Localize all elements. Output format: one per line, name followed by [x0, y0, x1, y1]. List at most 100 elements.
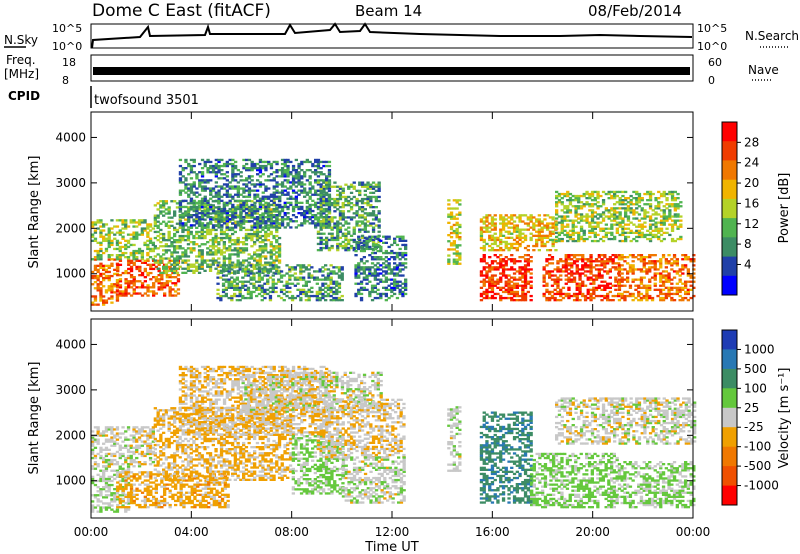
power-cell — [208, 245, 213, 248]
power-cell — [373, 237, 377, 240]
power-cell — [173, 261, 177, 264]
power-cell — [181, 228, 185, 232]
power-cell — [140, 231, 144, 234]
power-cell — [642, 266, 646, 269]
power-cell — [135, 286, 139, 289]
power-cell — [269, 241, 273, 244]
power-cell — [586, 288, 590, 291]
power-cell — [286, 181, 290, 184]
power-cell — [654, 199, 658, 202]
power-cell — [571, 239, 575, 243]
power-cell — [570, 294, 574, 298]
power-cell — [104, 237, 109, 240]
power-cell — [393, 292, 397, 296]
power-cell — [322, 185, 326, 188]
power-cell — [283, 175, 287, 178]
power-cell — [327, 246, 332, 250]
power-cell — [143, 241, 147, 244]
power-cell — [167, 208, 171, 211]
power-cell — [124, 294, 128, 297]
power-cell — [233, 222, 237, 225]
power-cell — [115, 254, 120, 257]
power-cell — [593, 221, 597, 224]
power-cell — [588, 225, 592, 228]
power-cell — [588, 229, 592, 232]
power-cell — [567, 294, 571, 298]
power-cell — [217, 216, 221, 219]
power-cell — [537, 222, 541, 225]
power-cell — [485, 296, 489, 300]
power-cell — [449, 225, 454, 229]
power-cell — [127, 271, 131, 275]
power-cell — [242, 205, 246, 209]
power-cell — [225, 160, 229, 164]
power-cell — [315, 299, 319, 302]
power-cell — [189, 230, 193, 234]
power-cell — [280, 220, 285, 223]
power-cell — [333, 204, 337, 207]
power-cell — [168, 288, 172, 291]
power-cell — [482, 230, 486, 233]
power-cell — [192, 205, 196, 209]
power-cell — [146, 263, 150, 266]
power-cell — [236, 181, 240, 184]
power-cell — [617, 278, 622, 281]
power-cell — [499, 264, 503, 267]
power-cell — [551, 230, 555, 233]
power-cell — [279, 276, 284, 279]
power-cell — [252, 282, 256, 285]
power-cell — [387, 272, 391, 275]
power-cell — [200, 232, 204, 236]
power-cell — [485, 214, 489, 217]
power-cell — [363, 222, 367, 225]
power-cell — [621, 201, 625, 204]
power-cell — [575, 272, 579, 275]
power-cell — [319, 216, 323, 219]
power-cell — [631, 266, 635, 269]
power-cell — [333, 185, 337, 188]
power-cell — [335, 296, 339, 300]
power-cell — [648, 284, 652, 287]
power-cell — [384, 237, 388, 240]
power-cell — [264, 187, 268, 190]
power-cell — [261, 239, 265, 242]
power-cell — [195, 207, 199, 211]
power-cell — [604, 227, 608, 230]
power-cell — [238, 268, 242, 271]
power-cell — [178, 207, 183, 211]
power-cell — [261, 214, 265, 217]
power-cell — [646, 199, 650, 202]
power-cell — [455, 223, 459, 227]
power-cell — [211, 251, 215, 254]
power-cell — [236, 185, 240, 188]
power-cell — [455, 201, 459, 204]
power-cell — [173, 239, 177, 242]
power-cell — [239, 214, 243, 217]
power-cell — [197, 230, 202, 234]
power-cell — [642, 286, 646, 289]
power-cell — [617, 274, 622, 277]
power-cell — [355, 204, 359, 207]
power-cell — [289, 171, 293, 174]
power-cell — [132, 278, 136, 281]
power-cell — [263, 270, 267, 273]
power-cell — [278, 195, 282, 198]
power-cell — [137, 221, 142, 224]
power-cell — [242, 222, 246, 225]
power-cell — [280, 185, 285, 188]
power-cell — [124, 292, 128, 295]
power-cell — [228, 214, 232, 217]
power-cell — [209, 207, 213, 211]
power-cell — [559, 270, 563, 273]
power-cell — [358, 220, 362, 223]
power-cell — [152, 292, 156, 295]
power-cell — [560, 219, 564, 222]
power-cell — [379, 239, 383, 242]
power-cell — [635, 211, 639, 214]
power-cell — [184, 179, 188, 182]
power-cell — [285, 294, 289, 298]
power-cell — [567, 262, 571, 265]
power-cell — [277, 214, 282, 217]
power-cell — [336, 224, 340, 227]
power-cell — [269, 249, 273, 252]
